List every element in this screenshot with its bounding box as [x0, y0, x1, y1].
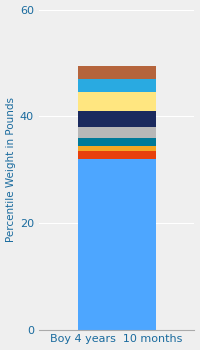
Bar — [78, 159, 156, 330]
Y-axis label: Percentile Weight in Pounds: Percentile Weight in Pounds — [6, 97, 16, 242]
Bar — [78, 127, 156, 138]
Bar — [78, 151, 156, 159]
Bar — [78, 92, 156, 111]
Bar — [78, 79, 156, 92]
Bar — [78, 65, 156, 79]
Bar — [78, 138, 156, 146]
Bar — [78, 111, 156, 127]
Bar — [78, 146, 156, 151]
